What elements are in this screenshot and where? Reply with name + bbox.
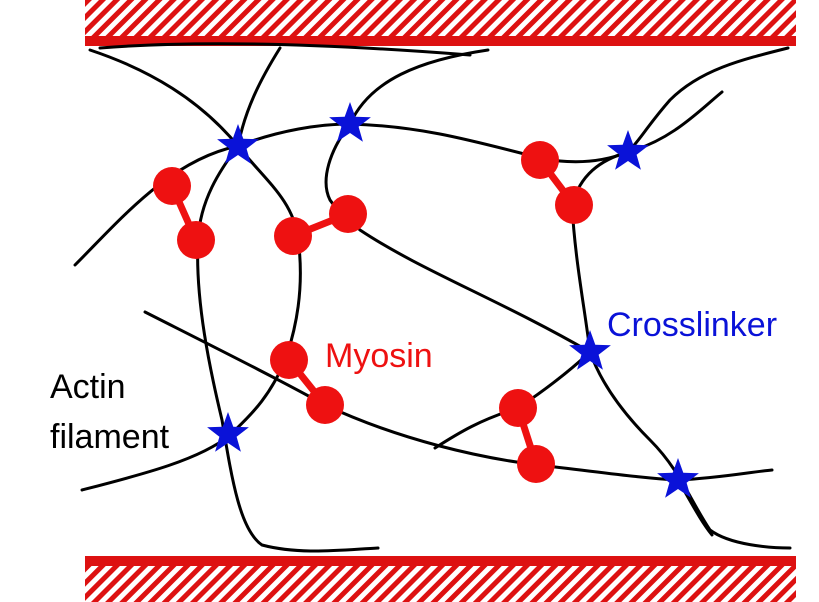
myosin-head xyxy=(329,195,367,233)
actin-filament xyxy=(98,42,472,57)
crosslinker-star xyxy=(217,124,259,164)
myosin-head xyxy=(306,386,344,424)
myosin-motor xyxy=(521,141,593,224)
actin-filament xyxy=(626,90,724,154)
actin-filament xyxy=(324,48,592,354)
myosin-motor xyxy=(153,167,215,259)
myosin-motor xyxy=(274,195,367,255)
crosslinker-star xyxy=(329,102,371,142)
bottom-plate-hatching xyxy=(85,566,796,602)
top-plate-hatching xyxy=(85,0,796,36)
myosin-label: Myosin xyxy=(325,337,433,375)
crosslinker-label: Crosslinker xyxy=(607,306,777,344)
myosin-head xyxy=(517,445,555,483)
crosslinkers xyxy=(207,102,699,498)
crosslinker-star xyxy=(207,412,249,452)
actin-label-line2: filament xyxy=(50,418,170,456)
myosin-head xyxy=(153,167,191,205)
myosin-head xyxy=(274,217,312,255)
myosin-head xyxy=(270,341,308,379)
myosin-motor xyxy=(270,341,344,424)
crosslinker-star xyxy=(607,130,649,170)
crosslinker-star xyxy=(657,458,699,498)
actin-filament xyxy=(570,46,792,550)
myosin-head xyxy=(555,186,593,224)
myosin-motors xyxy=(153,141,593,483)
actin-filament xyxy=(80,48,302,492)
myosin-head xyxy=(521,141,559,179)
bottom-plate xyxy=(85,556,796,602)
myosin-head xyxy=(177,221,215,259)
bottom-plate-edge xyxy=(85,556,796,566)
myosin-head xyxy=(499,389,537,427)
crosslinker-star xyxy=(569,330,611,370)
myosin-motor xyxy=(499,389,555,483)
actin-label-line1: Actin xyxy=(50,368,126,406)
top-plate-edge xyxy=(85,36,796,46)
top-plate xyxy=(85,0,796,46)
